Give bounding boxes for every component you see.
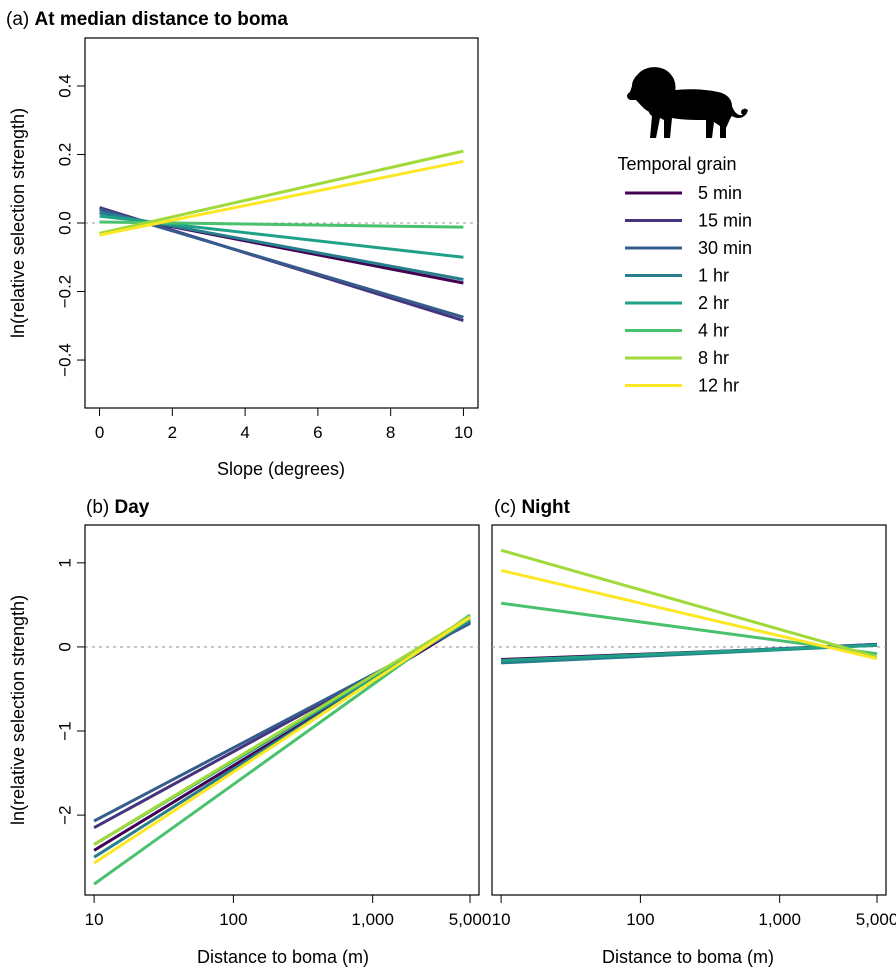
legend-label: 12 hr [698, 376, 739, 396]
x-tick-label: 10 [492, 910, 511, 929]
x-tick-label: 100 [219, 910, 247, 929]
panel-c-xlabel: Distance to boma (m) [602, 947, 774, 967]
series-line-2-hr [501, 643, 878, 662]
panel-b: (b) Day 10 100 1,000 5,000 −2 −1 0 1 Distance … [8, 497, 491, 967]
y-tick-label: 0.4 [56, 74, 75, 98]
x-tick-label: 4 [240, 423, 249, 442]
x-tick-label: 10 [454, 423, 473, 442]
y-tick-label: 0.2 [56, 143, 75, 167]
legend-label: 2 hr [698, 293, 729, 313]
x-tick-label: 10 [85, 910, 104, 929]
legend-item: 12 hr [625, 376, 739, 396]
series-line-12-hr [93, 616, 471, 865]
x-tick-label: 8 [386, 423, 395, 442]
panel-a: (a) At median distance to boma 0 2 4 6 8 10 −… [6, 9, 479, 479]
x-tick-label: 2 [168, 423, 177, 442]
y-tick-label: 0.0 [56, 211, 75, 235]
x-tick-label: 1,000 [351, 910, 394, 929]
legend-item: 15 min [625, 211, 752, 231]
legend-label: 30 min [698, 238, 752, 258]
y-tick-label: 1 [56, 558, 75, 567]
y-tick-label: −0.4 [56, 343, 75, 377]
y-tick-label: −0.2 [56, 275, 75, 309]
panel-c-frame [491, 524, 887, 896]
panel-c-heading: (c) Night [494, 497, 571, 518]
legend-label: 8 hr [698, 348, 729, 368]
x-tick-label: 5,000 [856, 910, 896, 929]
x-tick-label: 100 [626, 910, 654, 929]
legend-title: Temporal grain [617, 154, 736, 174]
panel-a-heading: (a) At median distance to boma [6, 9, 288, 30]
series-line-8-hr [500, 548, 878, 659]
x-tick-label: 6 [313, 423, 322, 442]
legend-item: 5 min [625, 183, 742, 203]
x-tick-label: 1,000 [758, 910, 801, 929]
y-tick-label: 0 [56, 642, 75, 651]
x-tick-label: 5,000 [449, 910, 492, 929]
legend-label: 15 min [698, 211, 752, 231]
panel-a-ylabel: ln(relative selection strength) [8, 108, 28, 338]
panel-c: (c) Night 10 100 1,000 5,000 Distance to bo… [491, 497, 896, 967]
panel-b-ylabel: ln(relative selection strength) [8, 595, 28, 825]
legend-label: 5 min [698, 183, 742, 203]
series-line-12-hr [99, 159, 464, 237]
panel-b-heading: (b) Day [86, 497, 150, 518]
legend-item: 30 min [625, 238, 752, 258]
panel-b-title: Day [115, 497, 150, 518]
panel-b-label: (b) [86, 497, 109, 518]
legend: Temporal grain 5 min 15 min 30 min 1 hr 2 hr… [617, 67, 752, 396]
legend-label: 1 hr [698, 266, 729, 286]
panel-c-title: Night [521, 497, 570, 518]
panel-b-frame [84, 524, 480, 896]
panel-c-label: (c) [494, 497, 516, 518]
panel-a-xlabel: Slope (degrees) [217, 459, 345, 479]
panel-a-title: At median distance to boma [35, 9, 289, 30]
legend-label: 4 hr [698, 321, 729, 341]
series-line-30-min [99, 207, 464, 319]
series-line-8-hr [93, 615, 471, 846]
legend-item: 4 hr [625, 321, 729, 341]
legend-item: 1 hr [625, 266, 729, 286]
lion-icon [627, 67, 748, 138]
y-tick-label: −2 [56, 805, 75, 824]
panel-a-label: (a) [6, 9, 29, 30]
legend-item: 2 hr [625, 293, 729, 313]
panel-b-xlabel: Distance to boma (m) [197, 947, 369, 967]
x-tick-label: 0 [95, 423, 104, 442]
y-tick-label: −1 [56, 721, 75, 740]
legend-item: 8 hr [625, 348, 729, 368]
series-line-12-hr [500, 568, 878, 661]
series-line-8-hr [99, 149, 464, 235]
